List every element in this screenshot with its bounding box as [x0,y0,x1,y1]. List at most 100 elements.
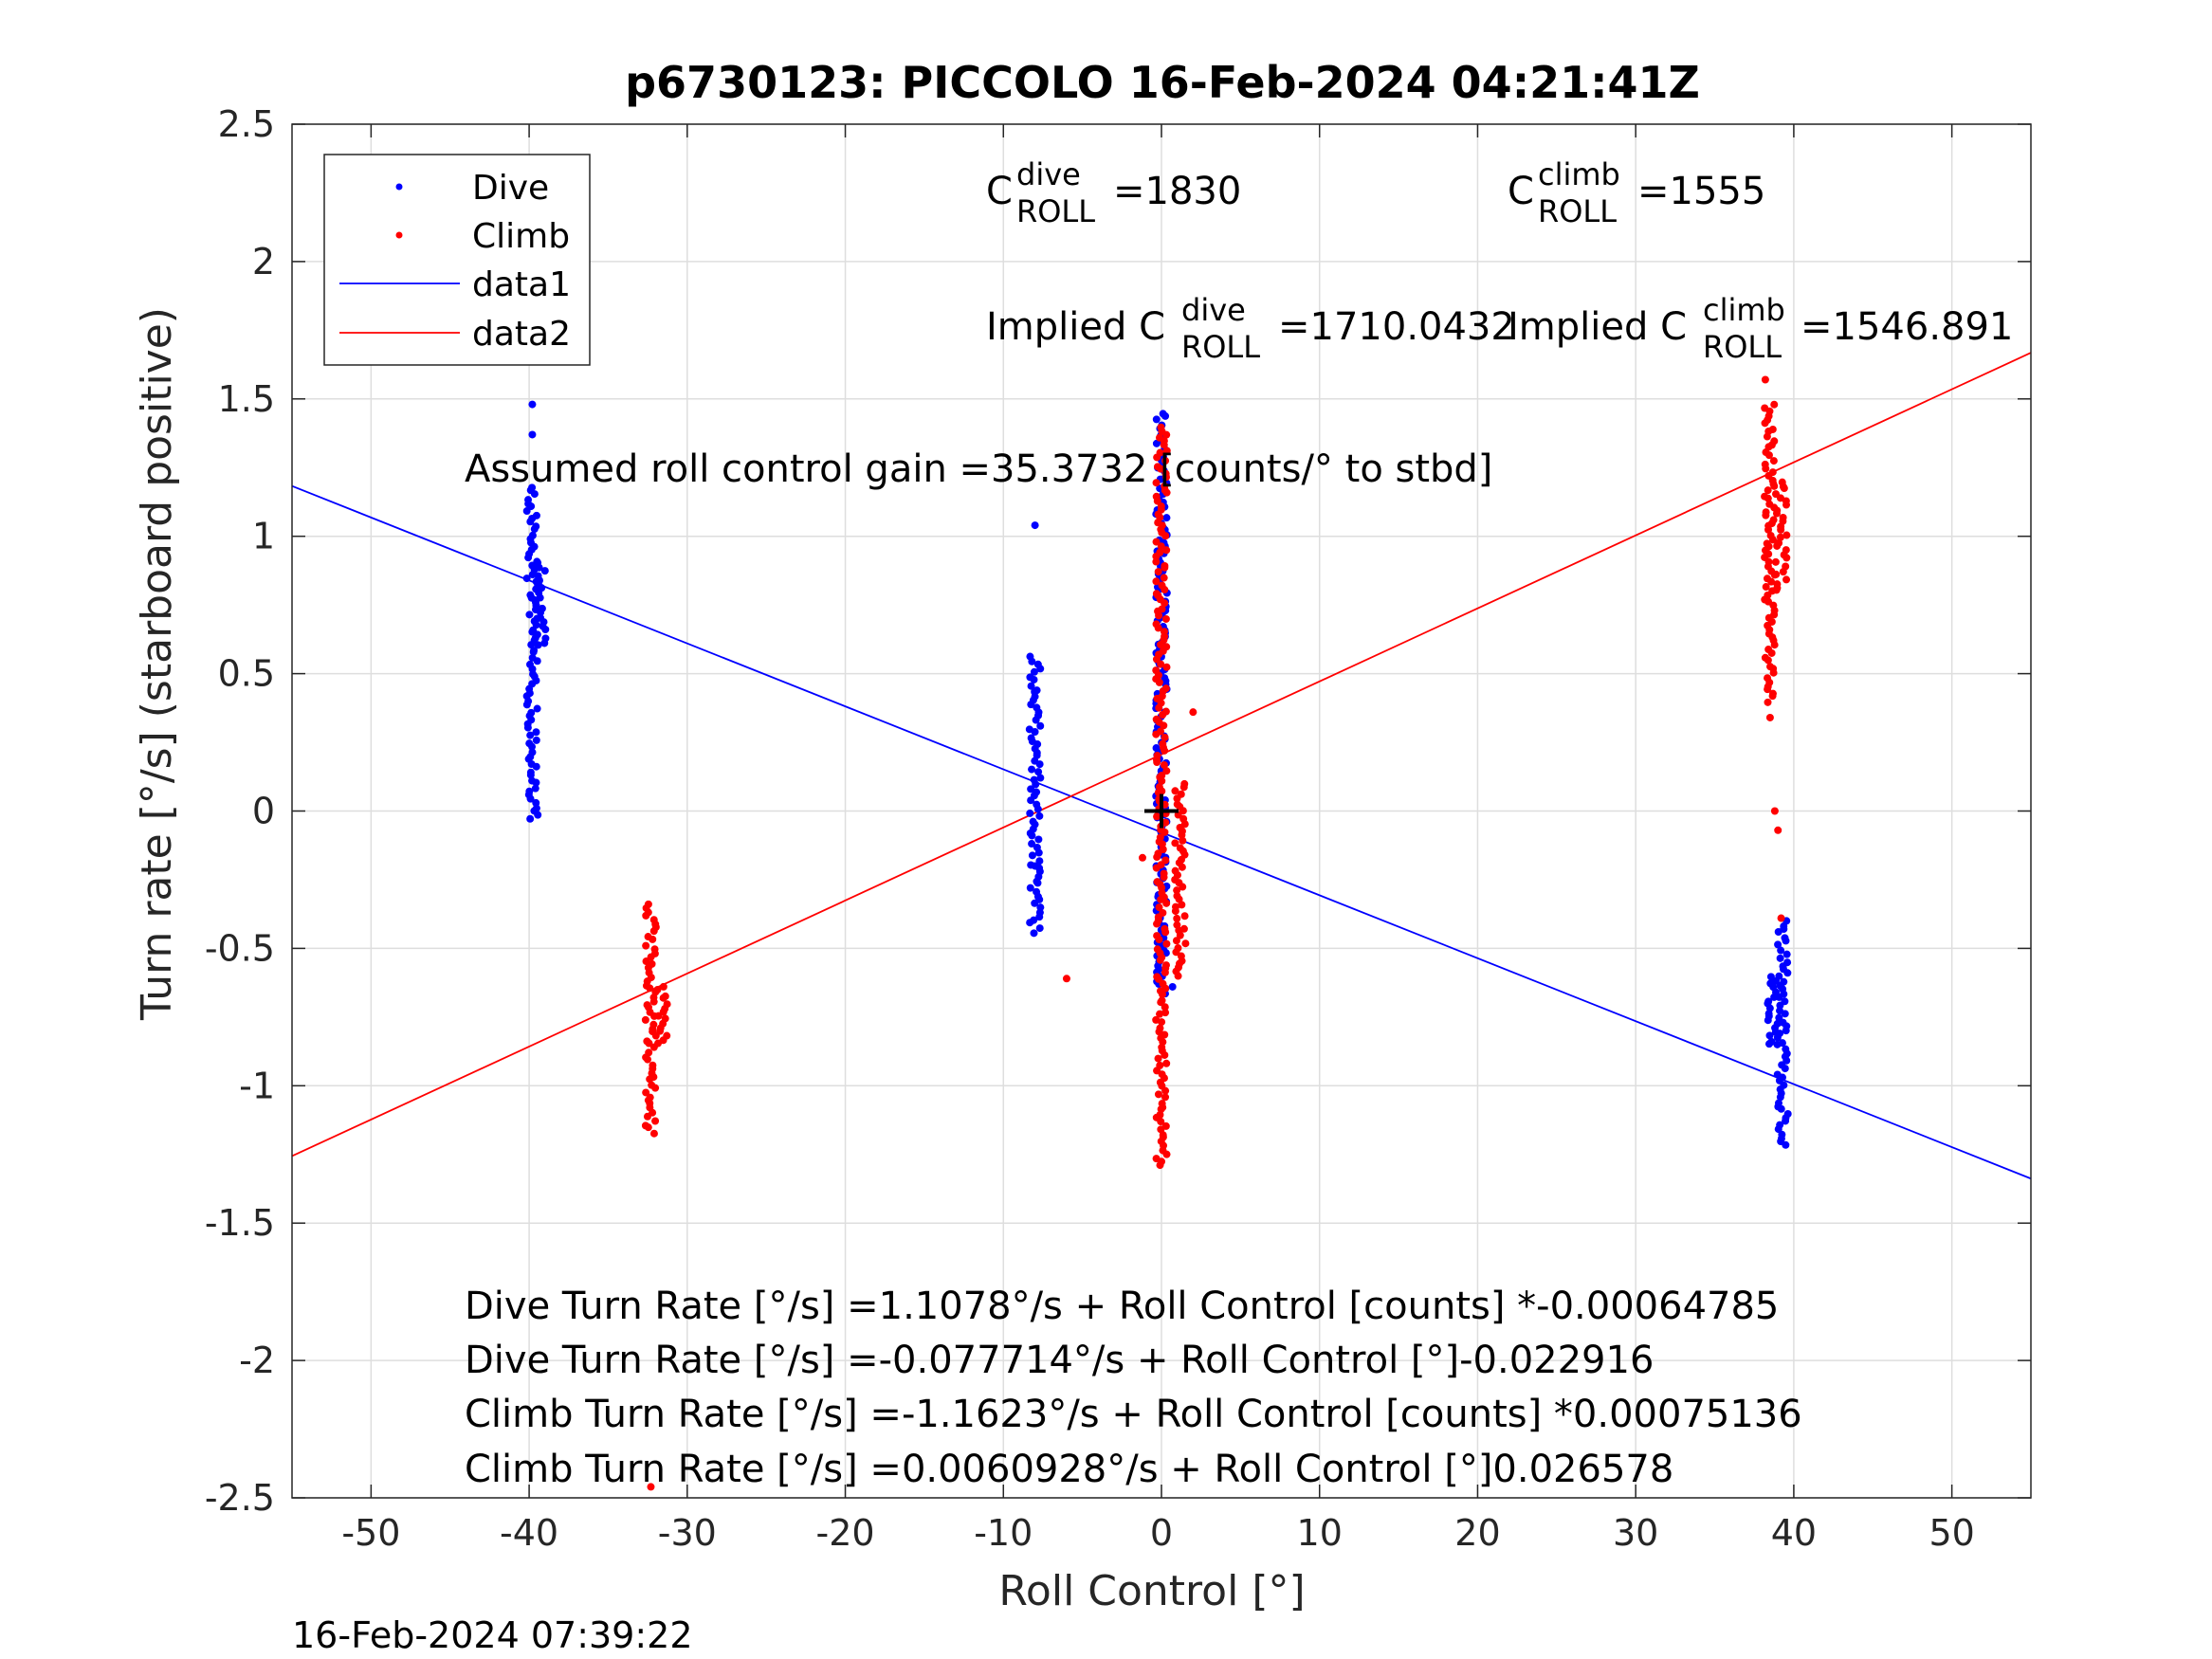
climb-point [1156,1111,1164,1120]
dive-point [1033,844,1041,852]
y-tick-label: -2 [239,1340,275,1381]
dive-point [1026,809,1034,817]
dive-point [1765,1031,1774,1040]
dive-point [1152,415,1161,424]
climb-point [1155,783,1163,792]
dive-point [524,496,533,504]
climb-point [1152,577,1161,586]
origin-marker [1144,793,1179,829]
climb-point [1152,1015,1161,1024]
climb-point [1161,856,1170,865]
climb-point [1152,1155,1161,1163]
dive-point [1026,673,1034,682]
y-tick-label: -0.5 [205,927,275,969]
legend: Dive Climb data1 data2 [323,154,591,366]
dive-point [526,768,535,776]
dive-point [1781,997,1789,1006]
climb-point [1782,562,1790,571]
climb-point [1152,590,1161,598]
x-tick-label: -40 [500,1512,558,1554]
climb-point [1171,787,1179,795]
climb-point [1771,557,1780,566]
x-tick-label: 50 [1929,1512,1974,1554]
x-tick-label: 10 [1297,1512,1343,1554]
climb-point [1176,844,1184,852]
dive-point [532,798,540,807]
equation-1: Dive Turn Rate [°/s] =1.1078°/s + Roll C… [465,1285,1779,1328]
climb-point [653,986,662,994]
dive-point [1030,929,1038,938]
climb-point [1161,1121,1170,1130]
dive-point [1026,884,1034,892]
dive-point [1033,660,1042,668]
climb-point [1177,952,1185,960]
climb-point [1764,674,1772,683]
legend-data2-label: data2 [472,315,571,354]
climb-point [661,992,669,1000]
y-tick-label: 1 [252,516,275,557]
climb-point [1180,912,1189,921]
climb-point [1189,708,1197,717]
dive-point [1778,1039,1786,1048]
dive-point [1033,887,1041,896]
equation-4: Climb Turn Rate [°/s] =0.0060928°/s + Ro… [465,1448,1673,1491]
climb-point [1776,533,1784,541]
dive-point [541,634,550,643]
climb-point [1162,939,1171,948]
climb-point [661,1014,669,1023]
climb-point [1159,739,1167,748]
climb-point [1153,463,1161,471]
dive-point [1031,862,1039,870]
c-climb-base: C [1508,170,1534,213]
legend-climb-label: Climb [472,217,570,256]
climb-point [643,1037,651,1046]
dive-point [1162,514,1171,522]
dive-point [1033,686,1041,695]
climb-point [1173,892,1181,901]
dive-point [528,776,537,785]
climb-point [1158,771,1166,779]
climb-point [1774,826,1782,834]
climb-point [1770,437,1779,446]
climb-point [1153,973,1161,981]
implied-dive-value: =1710.0432 [1278,305,1515,349]
climb-point [642,1088,650,1097]
dive-point [1168,982,1177,991]
climb-point [1153,752,1161,760]
climb-point [1761,492,1769,501]
dive-point [525,787,534,795]
dive-point [533,630,541,639]
climb-point [645,1048,653,1057]
dive-point [1775,1013,1783,1022]
dive-point [1028,851,1036,860]
x-tick-label: -30 [658,1512,717,1554]
climb-point [1153,945,1161,954]
climb-point [1154,568,1162,576]
climb-point [1161,614,1170,623]
climb-point [1770,400,1779,409]
y-tick-label: 0 [252,791,275,832]
dive-point [528,400,537,409]
climb-point [1157,423,1165,431]
dive-point [525,739,534,748]
dive-point [531,784,539,793]
dive-point [1774,1099,1782,1107]
dive-point [530,647,539,655]
climb-point [1160,760,1168,769]
climb-point [1156,548,1164,556]
dive-point [528,430,537,439]
climb-point [641,1121,649,1130]
dive-point [1027,682,1035,690]
x-tick-label: -20 [816,1512,875,1554]
climb-point [649,916,658,924]
climb-point [1162,663,1171,671]
dive-point [1773,1070,1782,1079]
dive-point [1766,973,1775,981]
climb-point [663,1000,671,1009]
climb-point [1769,516,1778,524]
dive-point [528,748,537,757]
climb-point [1769,457,1778,465]
y-tick-label: 2 [252,241,275,283]
climb-points [641,375,1791,1491]
